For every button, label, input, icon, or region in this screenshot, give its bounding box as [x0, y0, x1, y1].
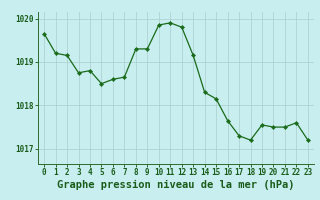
X-axis label: Graphe pression niveau de la mer (hPa): Graphe pression niveau de la mer (hPa) [57, 180, 295, 190]
